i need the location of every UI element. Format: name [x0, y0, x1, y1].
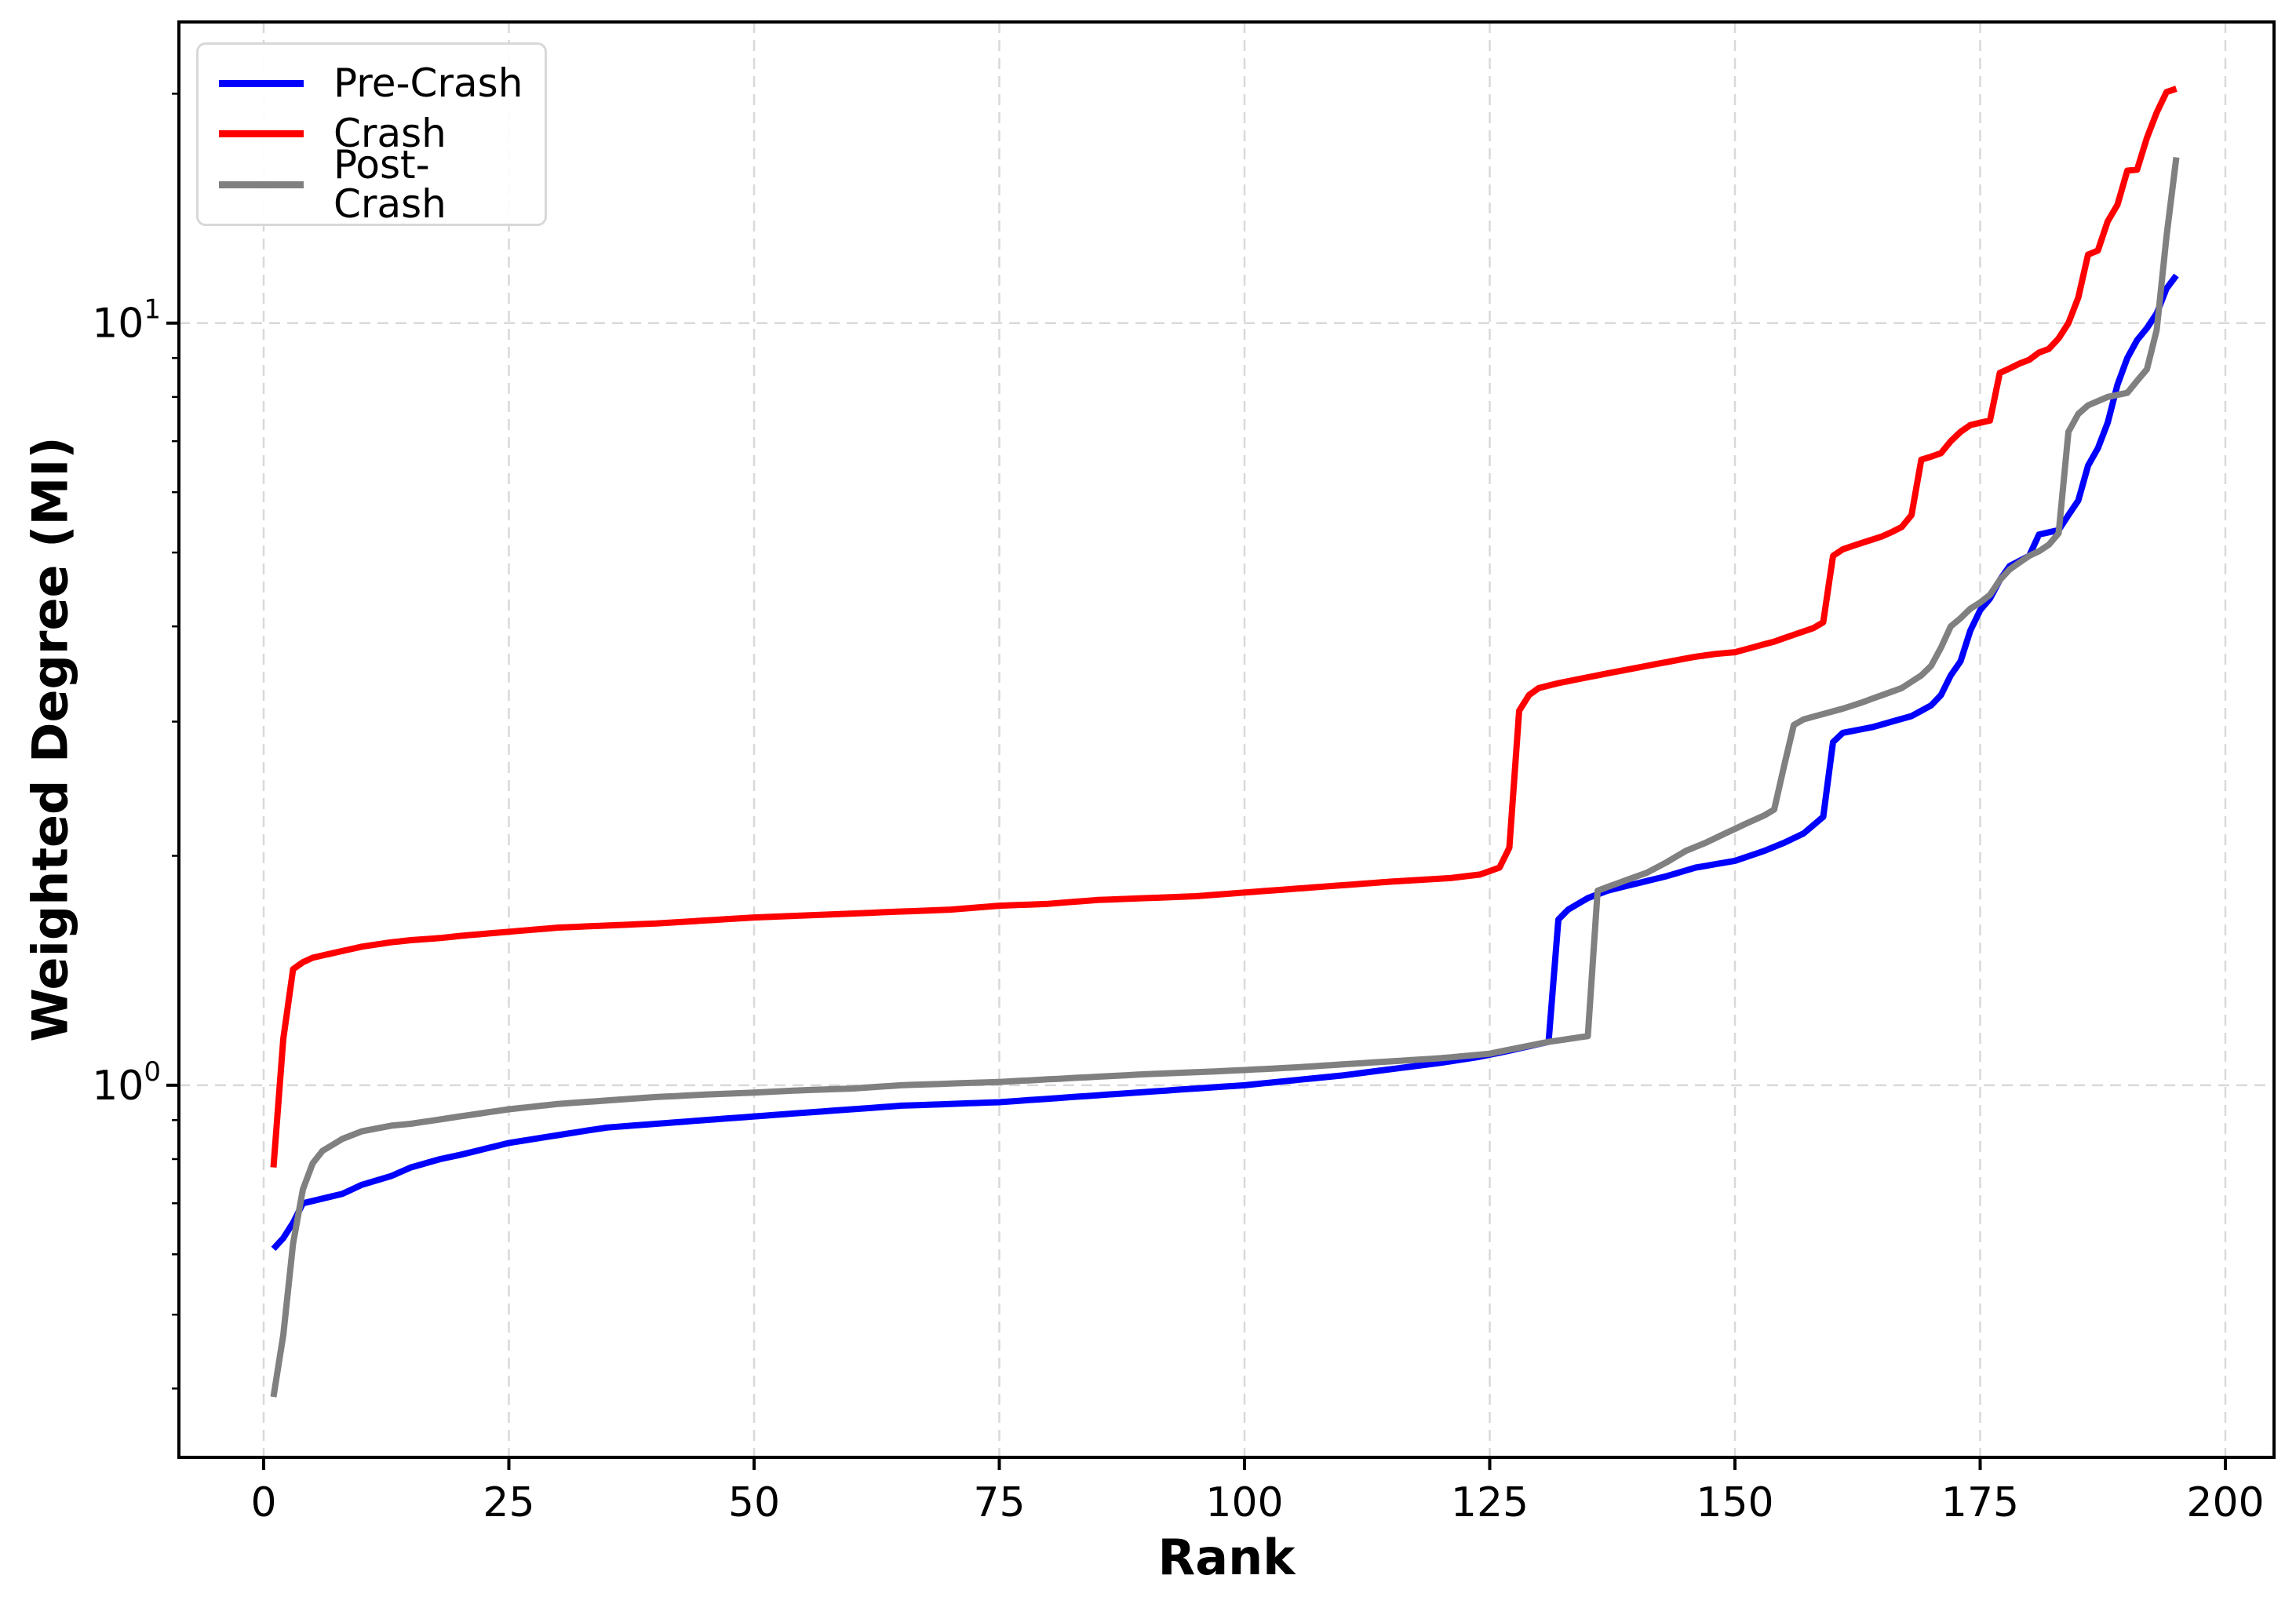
axis-ticks	[166, 93, 2227, 1470]
legend-item-post-crash: Post-Crash	[219, 145, 524, 224]
x-tick-label: 125	[1451, 1479, 1529, 1526]
legend-label: Pre-Crash	[333, 60, 523, 106]
y-tick-label: 101	[92, 294, 161, 348]
x-tick-label: 150	[1696, 1479, 1773, 1526]
crash-line-swatch	[219, 129, 304, 137]
legend-item-crash: Crash	[219, 108, 524, 159]
legend: Pre-Crash Crash Post-Crash	[196, 42, 547, 226]
x-tick-label: 175	[1941, 1479, 2019, 1526]
legend-label: Crash	[333, 111, 446, 156]
series-line-pre-crash	[271, 273, 2179, 1252]
y-tick-label: 100	[92, 1056, 161, 1110]
x-tick-label: 50	[728, 1479, 780, 1526]
post-crash-line-swatch	[219, 180, 304, 188]
plot-border	[177, 20, 2276, 1459]
tick-labels: 0 25 50 75 100 125 150 175 200 100 101	[92, 294, 2264, 1526]
gridlines	[179, 22, 2274, 1457]
pre-crash-line-swatch	[219, 79, 304, 87]
series-line-post-crash	[270, 157, 2180, 1398]
x-tick-label: 75	[973, 1479, 1025, 1526]
x-tick-label: 0	[250, 1479, 276, 1526]
legend-label: Post-Crash	[333, 142, 446, 227]
legend-item-pre-crash: Pre-Crash	[219, 58, 524, 108]
x-tick-label: 100	[1205, 1479, 1283, 1526]
x-tick-label: 25	[483, 1479, 534, 1526]
series-line-crash	[270, 86, 2178, 1168]
x-axis-label: Rank	[1157, 1529, 1296, 1586]
y-axis-label: Weighted Degree (MI)	[21, 436, 79, 1042]
x-tick-label: 200	[2186, 1479, 2264, 1526]
